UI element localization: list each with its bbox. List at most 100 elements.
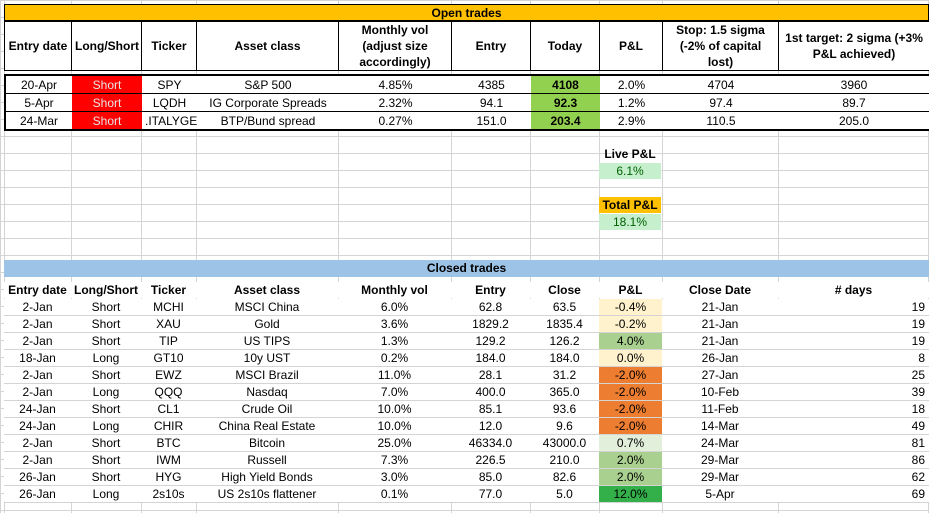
cell-close-date[interactable]: 21-Jan bbox=[662, 315, 778, 333]
cell-entry[interactable]: 184.0 bbox=[451, 349, 530, 367]
cell-ticker[interactable]: BTC bbox=[141, 434, 196, 452]
cell-vol[interactable]: 2.32% bbox=[339, 93, 452, 112]
closed-header-monthly-vol[interactable]: Monthly vol bbox=[338, 282, 451, 298]
cell-pnl[interactable]: 2.0% bbox=[599, 468, 662, 486]
cell-close[interactable]: 184.0 bbox=[530, 349, 599, 367]
cell-entry-date[interactable]: 24-Jan bbox=[4, 417, 71, 435]
cell-close-date[interactable]: 21-Jan bbox=[662, 299, 778, 316]
cell-side[interactable]: Long bbox=[71, 349, 141, 367]
cell-entry[interactable]: 94.1 bbox=[452, 93, 531, 112]
cell-close[interactable]: 210.0 bbox=[530, 451, 599, 469]
cell-stop[interactable]: 97.4 bbox=[663, 93, 779, 112]
cell-vol[interactable]: 3.0% bbox=[338, 468, 451, 486]
cell-vol[interactable]: 7.0% bbox=[338, 383, 451, 401]
cell-asset[interactable]: BTP/Bund spread bbox=[197, 111, 339, 131]
cell-entry-date[interactable]: 26-Jan bbox=[4, 485, 71, 503]
closed-header-ticker[interactable]: Ticker bbox=[141, 282, 196, 298]
cell-asset[interactable]: Nasdaq bbox=[196, 383, 338, 401]
cell-close-date[interactable]: 21-Jan bbox=[662, 332, 778, 350]
cell-days[interactable]: 19 bbox=[778, 299, 929, 316]
cell-close[interactable]: 365.0 bbox=[530, 383, 599, 401]
cell-asset[interactable]: China Real Estate bbox=[196, 417, 338, 435]
cell-entry-date[interactable]: 2-Jan bbox=[4, 366, 71, 384]
cell-vol[interactable]: 11.0% bbox=[338, 366, 451, 384]
cell-close[interactable]: 1835.4 bbox=[530, 315, 599, 333]
closed-header-pnl[interactable]: P&L bbox=[599, 282, 662, 298]
header-entry-date[interactable]: Entry date bbox=[4, 21, 72, 71]
cell-pnl[interactable]: 0.0% bbox=[599, 349, 662, 367]
total-pnl-value[interactable]: 18.1% bbox=[599, 214, 661, 230]
cell-pnl[interactable]: -2.0% bbox=[599, 400, 662, 418]
cell-pnl[interactable]: -0.2% bbox=[599, 315, 662, 333]
cell-vol[interactable]: 6.0% bbox=[338, 299, 451, 316]
cell-entry[interactable]: 62.8 bbox=[451, 299, 530, 316]
cell-entry[interactable]: 129.2 bbox=[451, 332, 530, 350]
header-ticker[interactable]: Ticker bbox=[141, 21, 197, 71]
cell-entry-date[interactable]: 2-Jan bbox=[4, 434, 71, 452]
cell-ticker[interactable]: LQDH bbox=[142, 93, 197, 112]
cell-close-date[interactable]: 24-Mar bbox=[662, 434, 778, 452]
cell-close-date[interactable]: 29-Mar bbox=[662, 451, 778, 469]
closed-header-entry[interactable]: Entry bbox=[451, 282, 530, 298]
cell-days[interactable]: 19 bbox=[778, 315, 929, 333]
live-pnl-value[interactable]: 6.1% bbox=[599, 163, 661, 179]
cell-entry[interactable]: 12.0 bbox=[451, 417, 530, 435]
cell-ticker[interactable]: CL1 bbox=[141, 400, 196, 418]
cell-today[interactable]: 4108 bbox=[531, 75, 600, 94]
cell-entry[interactable]: 226.5 bbox=[451, 451, 530, 469]
cell-entry-date[interactable]: 2-Jan bbox=[4, 299, 71, 316]
cell-side[interactable]: Short bbox=[71, 451, 141, 469]
cell-days[interactable]: 39 bbox=[778, 383, 929, 401]
cell-ticker[interactable]: 2s10s bbox=[141, 485, 196, 503]
cell-vol[interactable]: 1.3% bbox=[338, 332, 451, 350]
cell-close[interactable]: 93.6 bbox=[530, 400, 599, 418]
cell-close-date[interactable]: 26-Jan bbox=[662, 349, 778, 367]
cell-pnl[interactable]: 12.0% bbox=[599, 485, 662, 503]
cell-ticker[interactable]: EWZ bbox=[141, 366, 196, 384]
cell-asset[interactable]: MSCI Brazil bbox=[196, 366, 338, 384]
cell-close[interactable]: 82.6 bbox=[530, 468, 599, 486]
cell-close[interactable]: 31.2 bbox=[530, 366, 599, 384]
cell-ticker[interactable]: GT10 bbox=[141, 349, 196, 367]
cell-pnl[interactable]: 0.7% bbox=[599, 434, 662, 452]
cell-target[interactable]: 89.7 bbox=[779, 93, 929, 112]
cell-asset[interactable]: Gold bbox=[196, 315, 338, 333]
cell-entry-date[interactable]: 2-Jan bbox=[4, 383, 71, 401]
cell-side[interactable]: Short bbox=[71, 366, 141, 384]
cell-stop[interactable]: 4704 bbox=[663, 75, 779, 94]
cell-close[interactable]: 43000.0 bbox=[530, 434, 599, 452]
cell-close[interactable]: 5.0 bbox=[530, 485, 599, 503]
cell-side[interactable]: Short bbox=[72, 75, 142, 94]
closed-header-close-date[interactable]: Close Date bbox=[662, 282, 778, 298]
cell-days[interactable]: 62 bbox=[778, 468, 929, 486]
cell-days[interactable]: 18 bbox=[778, 400, 929, 418]
cell-entry-date[interactable]: 2-Jan bbox=[4, 451, 71, 469]
cell-entry[interactable]: 85.0 bbox=[451, 468, 530, 486]
cell-entry[interactable]: 46334.0 bbox=[451, 434, 530, 452]
cell-pnl[interactable]: -2.0% bbox=[599, 366, 662, 384]
cell-days[interactable]: 49 bbox=[778, 417, 929, 435]
cell-asset[interactable]: MSCI China bbox=[196, 299, 338, 316]
cell-side[interactable]: Short bbox=[71, 299, 141, 316]
cell-days[interactable]: 25 bbox=[778, 366, 929, 384]
cell-close-date[interactable]: 10-Feb bbox=[662, 383, 778, 401]
cell-asset[interactable]: Russell bbox=[196, 451, 338, 469]
cell-pnl[interactable]: -2.0% bbox=[599, 383, 662, 401]
cell-asset[interactable]: US 2s10s flattener bbox=[196, 485, 338, 503]
cell-vol[interactable]: 10.0% bbox=[338, 417, 451, 435]
cell-close-date[interactable]: 29-Mar bbox=[662, 468, 778, 486]
cell-asset[interactable]: Bitcoin bbox=[196, 434, 338, 452]
cell-days[interactable]: 86 bbox=[778, 451, 929, 469]
header-entry[interactable]: Entry bbox=[451, 21, 531, 71]
cell-entry[interactable]: 4385 bbox=[452, 75, 531, 94]
closed-header-long-short[interactable]: Long/Short bbox=[71, 282, 141, 298]
cell-ticker[interactable]: XAU bbox=[141, 315, 196, 333]
cell-stop[interactable]: 110.5 bbox=[663, 111, 779, 131]
cell-entry-date[interactable]: 26-Jan bbox=[4, 468, 71, 486]
cell-side[interactable]: Short bbox=[71, 315, 141, 333]
cell-pnl[interactable]: 1.2% bbox=[600, 93, 663, 112]
cell-ticker[interactable]: CHIR bbox=[141, 417, 196, 435]
cell-vol[interactable]: 3.6% bbox=[338, 315, 451, 333]
cell-side[interactable]: Short bbox=[72, 111, 142, 131]
cell-close-date[interactable]: 27-Jan bbox=[662, 366, 778, 384]
